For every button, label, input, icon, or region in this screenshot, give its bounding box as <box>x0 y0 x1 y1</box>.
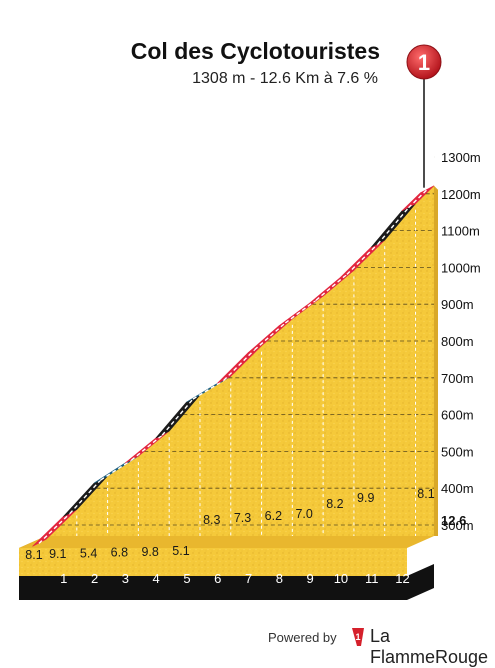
gradient-label: 9.1 <box>49 547 66 561</box>
chart-title: Col des Cyclotouristes <box>130 38 380 64</box>
profile-base-top <box>19 536 434 548</box>
x-tick-label: 4 <box>153 571 160 586</box>
profile-front-band <box>19 548 407 576</box>
gradient-label: 6.2 <box>265 509 282 523</box>
km-band <box>19 564 434 600</box>
x-tick-label: 12 <box>395 571 409 586</box>
x-tick-label: 1 <box>60 571 67 586</box>
gradient-label: 5.1 <box>172 544 189 558</box>
road-center-line <box>38 513 71 544</box>
road-center-line <box>408 189 428 209</box>
flame-logo-icon: 1 <box>352 628 364 646</box>
gradient-segment <box>401 185 435 212</box>
road-center-line <box>100 459 132 481</box>
profile-area <box>46 185 434 540</box>
svg-text:1: 1 <box>355 632 360 642</box>
road-center-line <box>192 379 225 400</box>
y-tick-label: 600m <box>441 408 474 423</box>
y-tick-label: 700m <box>441 371 474 386</box>
x-tick-label: 5 <box>183 571 190 586</box>
summit-marker-label: 1 <box>418 50 430 75</box>
profile-right-edge <box>434 185 438 537</box>
road-center-line <box>377 207 410 245</box>
x-tick-label: 3 <box>122 571 129 586</box>
x-tick-label: 6 <box>214 571 221 586</box>
y-tick-label: 400m <box>441 481 474 496</box>
powered-by-label: Powered by <box>268 630 337 645</box>
chart-subtitle: 1308 m - 12.6 Km à 7.6 % <box>192 70 378 87</box>
x-tick-label: 9 <box>307 571 314 586</box>
gradient-label: 8.1 <box>25 548 42 562</box>
elevation-profile-chart: 300m400m500m600m700m800m900m1000m1100m12… <box>19 44 481 600</box>
road-center-line <box>284 299 317 324</box>
gradient-label: 8.2 <box>326 497 343 511</box>
y-tick-label: 300m <box>441 518 474 533</box>
y-tick-label: 1000m <box>441 260 481 275</box>
x-tick-label: 7 <box>245 571 252 586</box>
gradient-label: 7.0 <box>295 507 312 521</box>
y-tick-label: 800m <box>441 334 474 349</box>
brand-label: La FlammeRouge <box>370 626 489 667</box>
road-center-line <box>69 479 102 515</box>
road-center-line <box>346 243 379 275</box>
road-center-line <box>223 349 256 381</box>
x-end-label: 12.6 <box>441 513 466 528</box>
gradient-label: 8.1 <box>417 487 434 501</box>
gradient-label: 9.9 <box>357 491 374 505</box>
summit-marker <box>406 44 442 80</box>
gradient-label: 6.8 <box>111 546 128 560</box>
gradient-label: 7.3 <box>234 511 251 525</box>
gradient-label: 8.3 <box>203 513 220 527</box>
y-tick-label: 1200m <box>441 187 481 202</box>
road-center-line <box>161 398 194 436</box>
x-tick-label: 10 <box>334 571 348 586</box>
y-tick-label: 900m <box>441 297 474 312</box>
x-tick-label: 11 <box>365 571 379 586</box>
y-tick-label: 500m <box>441 444 474 459</box>
x-tick-label: 8 <box>276 571 283 586</box>
y-tick-label: 1100m <box>441 224 480 239</box>
gradient-label: 5.4 <box>80 546 97 560</box>
y-tick-label: 1300m <box>441 150 481 165</box>
gradient-label: 9.8 <box>141 545 158 559</box>
x-tick-label: 2 <box>91 571 98 586</box>
